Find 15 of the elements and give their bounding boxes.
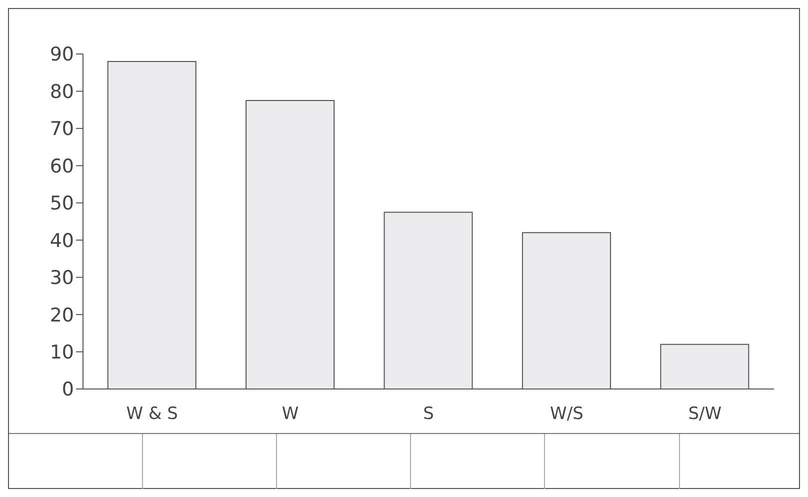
y-tick-label: 70	[50, 118, 74, 140]
x-tick-label: S	[423, 404, 434, 424]
y-tick-label: 60	[50, 155, 74, 178]
x-tick-label: W/S	[550, 404, 584, 424]
y-tick-label: 20	[50, 304, 74, 326]
x-tick-label: W & S	[126, 404, 178, 424]
y-tick-label: 50	[50, 192, 74, 215]
y-tick-label: 90	[50, 44, 74, 66]
y-tick-label: 40	[50, 230, 74, 252]
y-tick-label: 0	[62, 378, 74, 401]
x-tick-label: W	[282, 404, 299, 424]
y-tick-label: 10	[50, 342, 74, 364]
x-tick-label: S/W	[688, 404, 722, 424]
y-tick-label: 80	[50, 80, 74, 103]
y-tick-label: 30	[50, 267, 74, 290]
